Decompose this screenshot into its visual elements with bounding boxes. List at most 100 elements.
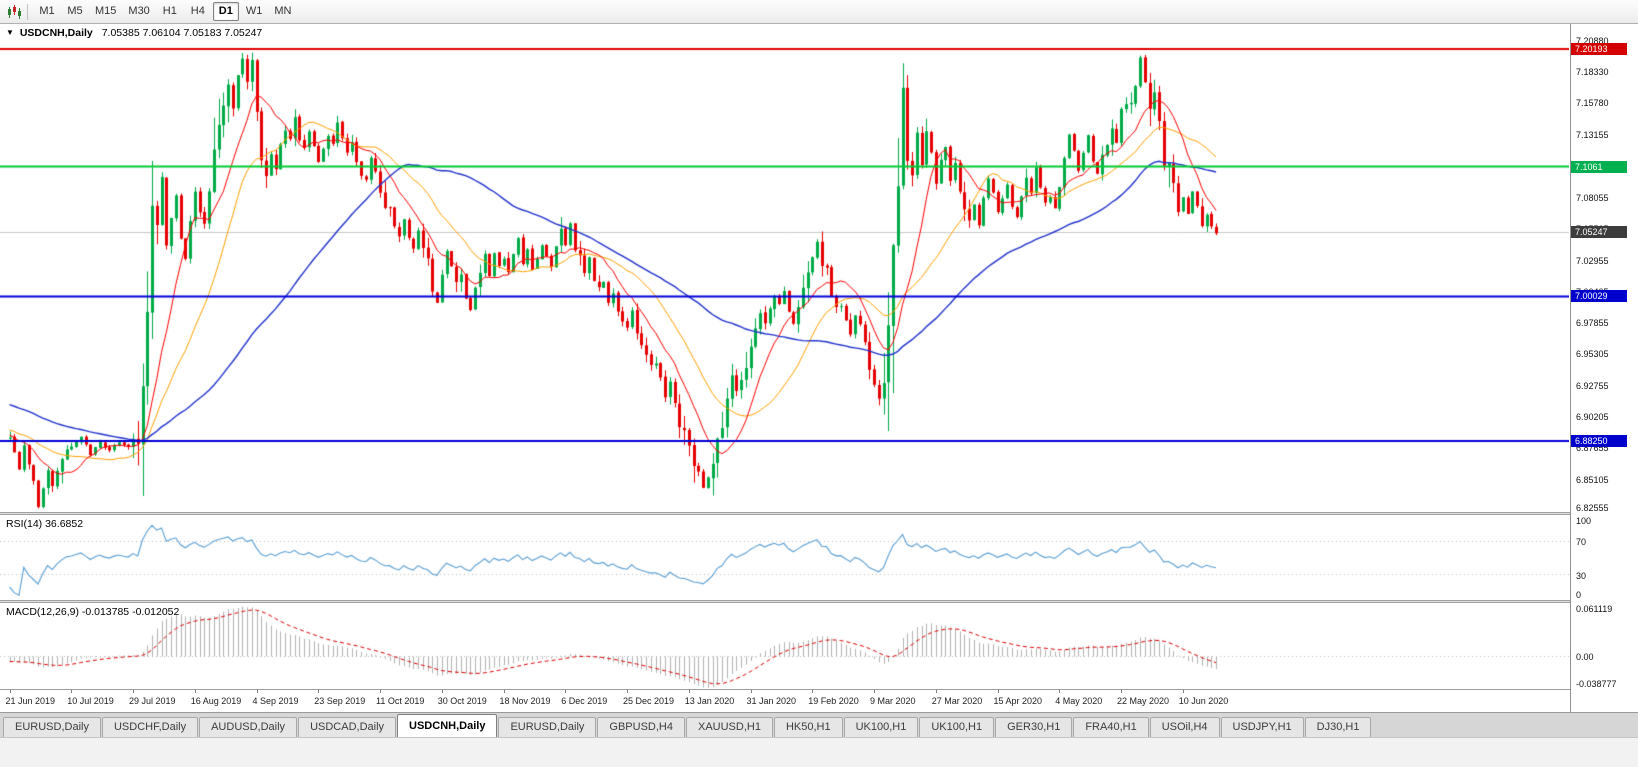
date-tick xyxy=(936,690,937,693)
charts-toolbar-icon[interactable] xyxy=(4,3,24,21)
price-axis-label: 6.92755 xyxy=(1576,380,1609,391)
timeframe-button-d1[interactable]: D1 xyxy=(212,2,239,21)
chart-symbol: USDCNH,Daily xyxy=(19,27,93,39)
status-bar xyxy=(0,737,1638,767)
timeframe-button-h4[interactable]: H4 xyxy=(190,5,205,17)
price-axis-label: 7.18330 xyxy=(1576,66,1609,77)
chart-tab-eurusd-daily[interactable]: EURUSD,Daily xyxy=(3,717,101,737)
chart-tab-eurusd-daily[interactable]: EURUSD,Daily xyxy=(498,717,597,737)
date-axis-label: 10 Jun 2020 xyxy=(1178,696,1229,706)
timeframe-button-m30[interactable]: M30 xyxy=(128,5,150,17)
timeframe-button-m5[interactable]: M5 xyxy=(67,5,83,17)
macd-canvas[interactable] xyxy=(0,603,1569,689)
macd-pane: MACD(12,26,9) -0.013785 -0.012052 xyxy=(0,603,1570,689)
date-tick xyxy=(318,690,319,693)
date-axis[interactable]: 21 Jun 2019 10 Jul 2019 29 Jul 2019 16 Aug … xyxy=(0,689,1570,712)
price-axis-label: 7.13155 xyxy=(1576,130,1609,141)
chart-tab-usdcad-daily[interactable]: USDCAD,Daily xyxy=(298,717,397,737)
chart-tab-uk100-h1[interactable]: UK100,H1 xyxy=(919,717,995,737)
timeframe-button-h1[interactable]: H1 xyxy=(162,5,177,17)
chart-tab-usdchf-daily[interactable]: USDCHF,Daily xyxy=(101,717,199,737)
chart-tab-usdjpy-h1[interactable]: USDJPY,H1 xyxy=(1220,717,1304,737)
chart-tab-usdcnh-daily[interactable]: USDCNH,Daily xyxy=(397,714,498,737)
timeframe-button-w1[interactable]: W1 xyxy=(245,5,263,17)
price-axis-label: 7.15780 xyxy=(1576,98,1609,109)
rsi-axis-label: 0 xyxy=(1576,590,1582,600)
main-chart-canvas[interactable] xyxy=(0,24,1569,512)
chart-tab-uk100-h1[interactable]: UK100,H1 xyxy=(843,717,919,737)
pane-splitter[interactable] xyxy=(0,600,1570,603)
price-axis-label: 6.90205 xyxy=(1576,412,1609,423)
pane-splitter[interactable] xyxy=(0,512,1570,515)
chart-tab-hk50-h1[interactable]: HK50,H1 xyxy=(773,717,843,737)
chart-area: ▼ USDCNH,Daily 7.05385 7.06104 7.05183 7… xyxy=(0,24,1638,712)
price-axis-label: 6.95305 xyxy=(1576,349,1609,360)
chart-tab-dj30-h1[interactable]: DJ30,H1 xyxy=(1304,717,1372,737)
date-tick xyxy=(195,690,196,693)
chart-tab-fra40-h1[interactable]: FRA40,H1 xyxy=(1073,717,1149,737)
timeframe-button-m1[interactable]: M1 xyxy=(39,5,55,17)
date-axis-label: 31 Jan 2020 xyxy=(746,696,797,706)
date-tick xyxy=(812,690,813,693)
price-axis-label: 7.02955 xyxy=(1576,255,1609,266)
price-axis-label: 6.85105 xyxy=(1576,474,1609,485)
date-axis-label: 4 May 2020 xyxy=(1055,696,1103,706)
rsi-pane: RSI(14) 36.6852 xyxy=(0,515,1570,600)
date-axis-label: 23 Sep 2019 xyxy=(314,696,366,706)
price-badge-blue-level-line: 7.00029 xyxy=(1571,290,1627,303)
chart-tab-audusd-daily[interactable]: AUDUSD,Daily xyxy=(199,717,298,737)
date-axis-label: 22 May 2020 xyxy=(1117,696,1170,706)
rsi-label: RSI(14) 36.6852 xyxy=(6,518,84,530)
date-axis-label: 30 Oct 2019 xyxy=(437,696,487,706)
date-axis-label: 16 Aug 2019 xyxy=(190,696,242,706)
price-axis-label: 7.08055 xyxy=(1576,192,1609,203)
date-axis-label: 18 Nov 2019 xyxy=(499,696,551,706)
date-axis-label: 13 Jan 2020 xyxy=(684,696,735,706)
price-pane: ▼ USDCNH,Daily 7.05385 7.06104 7.05183 7… xyxy=(0,24,1570,512)
date-axis-label: 4 Sep 2019 xyxy=(252,696,299,706)
rsi-canvas[interactable] xyxy=(0,515,1569,600)
timeframe-button-m15[interactable]: M15 xyxy=(95,5,117,17)
price-axis-label: 6.87655 xyxy=(1576,443,1609,454)
date-tick xyxy=(1121,690,1122,693)
macd-label: MACD(12,26,9) -0.013785 -0.012052 xyxy=(6,606,180,618)
chart-ohlc-values: 7.05385 7.06104 7.05183 7.05247 xyxy=(101,27,263,39)
timeframe-buttons: M1 M5 M15 M30 H1 H4 D1 W1 MN xyxy=(33,2,297,21)
date-tick xyxy=(71,690,72,693)
macd-axis-label: 0.00 xyxy=(1576,651,1594,662)
date-axis-label: 19 Feb 2020 xyxy=(808,696,859,706)
date-tick xyxy=(627,690,628,693)
date-tick xyxy=(565,690,566,693)
price-badge-support-line: 6.88250 xyxy=(1571,435,1627,448)
date-tick xyxy=(751,690,752,693)
symbol-dropdown-icon[interactable]: ▼ xyxy=(6,28,14,37)
timeframe-button-mn[interactable]: MN xyxy=(274,5,292,17)
candlestick-chart-icon xyxy=(8,4,21,19)
chart-tab-bar: EURUSD,Daily USDCHF,Daily AUDUSD,Daily USDC… xyxy=(0,712,1638,737)
date-axis-label: 10 Jul 2019 xyxy=(67,696,114,706)
rsi-axis-label: 30 xyxy=(1576,570,1587,581)
date-axis-label: 29 Jul 2019 xyxy=(129,696,176,706)
date-tick xyxy=(257,690,258,693)
rsi-axis-label: 70 xyxy=(1576,536,1587,547)
chart-tab-usoil-h4[interactable]: USOil,H4 xyxy=(1149,717,1220,737)
price-axis-label: 6.82555 xyxy=(1576,503,1609,513)
date-axis-label: 6 Dec 2019 xyxy=(561,696,608,706)
date-tick xyxy=(133,690,134,693)
price-axis[interactable]: 7.208807.183307.157807.131557.106057.080… xyxy=(1570,24,1638,712)
price-badge-current-price: 7.05247 xyxy=(1571,226,1627,239)
date-tick xyxy=(689,690,690,693)
date-axis-label: 27 Mar 2020 xyxy=(931,696,983,706)
price-badge-resistance-line: 7.20193 xyxy=(1571,43,1627,55)
date-tick xyxy=(998,690,999,693)
date-axis-label: 11 Oct 2019 xyxy=(376,696,425,706)
date-tick xyxy=(442,690,443,693)
date-tick xyxy=(10,690,11,693)
chart-tab-ger30-h1[interactable]: GER30,H1 xyxy=(995,717,1073,737)
date-tick xyxy=(504,690,505,693)
date-tick xyxy=(1183,690,1184,693)
date-tick xyxy=(380,690,381,693)
chart-tab-gbpusd-h4[interactable]: GBPUSD,H4 xyxy=(597,717,685,737)
date-tick xyxy=(1059,690,1060,693)
chart-tab-xauusd-h1[interactable]: XAUUSD,H1 xyxy=(685,717,773,737)
